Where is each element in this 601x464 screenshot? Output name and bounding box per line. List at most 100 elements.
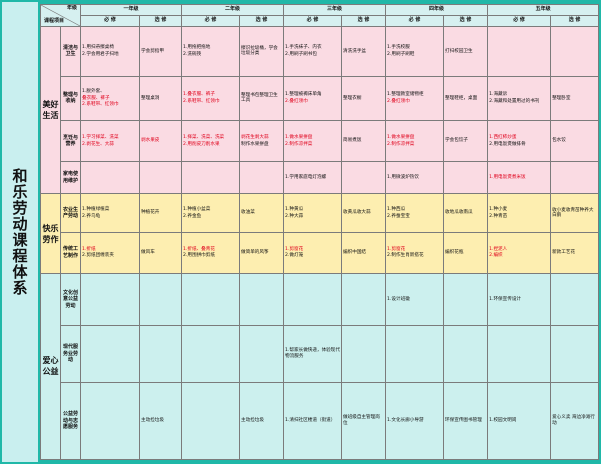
required-cell: 1.种植小盆菜 2.养金鱼 (181, 193, 241, 233)
curriculum-row: 快乐劳作 农业生产劳动 1.种植绿植菜 2.养乌龟 种植花卉 1.种植小盆菜 2.养金鱼 收油… (40, 193, 600, 274)
course-item: 2.养金鱼 (183, 213, 202, 219)
course-item: 1.整理被褥床单角 (285, 92, 322, 98)
curriculum-row: 美好生活 清洁与卫生 1.用扫帚擦桌椅 2.学会用君子扫地 学会剪指甲 1.用拖把拖地 2.… (40, 25, 600, 195)
course-item: 1.手洗校服 (387, 45, 410, 51)
grade-header: 四年级 (385, 4, 489, 16)
required-cell (385, 324, 445, 384)
required-cell: 1.清扫社区楼道（街道） (283, 382, 343, 460)
required-cell: 1.种植绿植菜 2.养乌龟 (80, 193, 140, 233)
elective-cell: 简易煮饭 (341, 120, 387, 163)
course-item: 2.做灯笼 (285, 253, 304, 259)
course-item: 1.脱外套、 (82, 89, 105, 95)
required-cell: 1.叠衣服、裤子 2.系鞋带、红领巾 (181, 75, 241, 122)
document-title: 和乐劳动课程体系 (10, 168, 29, 296)
subcategory-label: 文化创意公益劳动 (60, 272, 81, 326)
subcategory-label: 清洁与卫生 (60, 26, 81, 77)
course-item: 2.系鞋带、红领巾 (82, 102, 119, 108)
course-item: 擦识拉圾桶，学会垃圾分类 (241, 45, 278, 57)
grade-header: 一年级 (79, 4, 183, 16)
course-item: 做风车 (141, 250, 155, 256)
grade-header: 二年级 (181, 4, 285, 16)
curriculum-row: 家电使用维护 1.学用家庭电灯泡螺 1.用微波炉热饮 1.用电饭煲煮米饭 (41, 161, 600, 195)
elective-cell: 编织花瓶 (443, 231, 489, 274)
course-item: 打扫校园卫生 (445, 48, 473, 54)
required-cell: 1.校园文明岗 (487, 382, 552, 460)
required-cell (487, 26, 552, 77)
elective-cell: 环保宣传图书管理 (443, 382, 489, 460)
elective-cell (443, 324, 489, 384)
required-cell: 1.学用家庭电灯泡螺 (283, 161, 343, 195)
elective-header: 选 修 (550, 15, 600, 27)
category-label: 美好生活 (40, 25, 61, 195)
course-item: 2.种青苗 (489, 213, 508, 219)
subcategory-label: 烹饪与营养 (60, 120, 81, 163)
required-cell: 1.种黄瓜 2.种大蒜 (283, 193, 343, 233)
elective-header: 选 修 (341, 15, 387, 27)
elective-cell: 整理卧室 (550, 75, 600, 122)
course-item: 编织花瓶 (445, 250, 464, 256)
required-cell: 1.做水果拼盘 2.制作凉拌菜 (283, 120, 343, 163)
required-cell: 1.环保宣传设计 (487, 272, 552, 326)
required-cell: 1.用扫帚擦桌椅 2.学会用君子扫地 (80, 26, 140, 77)
category-label: 快乐劳作 (40, 193, 61, 274)
required-cell (181, 324, 241, 384)
required-cell: 1.折纸 2.剪纸团缠装夹 (80, 231, 140, 274)
elective-cell: 整理书包整理卫生工具 (239, 75, 285, 122)
elective-cell (341, 272, 387, 326)
course-item: 1.帮家长做快递，体验现代物流服务 (285, 348, 340, 359)
elective-cell: 整理桌洞 (138, 75, 183, 122)
required-cell: 1.海藏诉 2.海藏和处置用过的书刊 (487, 75, 552, 122)
course-item: 1.做水果拼盘 (285, 135, 313, 141)
grade-header: 三年级 (283, 4, 387, 16)
course-item: 剥水果皮 (141, 138, 160, 144)
elective-cell (138, 324, 183, 384)
course-item: 2.养蚕宝宝 (387, 213, 410, 219)
course-item: 1.折纸、叠青花 (183, 246, 215, 252)
required-cell: 1.用拖把拖地 2.洗碗筷 (181, 26, 241, 77)
required-cell (80, 161, 140, 195)
required-cell: 1.择菜、洗菜、洗菜 2.用削皮刀削水果 (181, 120, 241, 163)
required-cell (80, 324, 140, 384)
required-cell: 1.西红柿炒蛋 2.用电饭煲做排骨 (487, 120, 552, 163)
course-item: 2.养乌龟 (82, 213, 101, 219)
course-item: 1.用扫帚擦桌椅 (82, 45, 114, 51)
required-cell (181, 272, 241, 326)
course-item: 1.用拖把拖地 (183, 45, 211, 51)
elective-cell: 清洗洗手盆 (341, 26, 387, 77)
course-item: 学会剪指甲 (141, 48, 164, 54)
course-item: 1.种西瓜 (387, 207, 406, 213)
course-item: 2.编织 (489, 253, 503, 259)
required-cell: 1.做水果拼盘 2.制作凉拌菜 (385, 120, 445, 163)
course-item: 2.剪纸团缠装夹 (82, 253, 114, 259)
course-item: 1.种小麦 (489, 207, 508, 213)
elective-cell (341, 324, 387, 384)
elective-cell: 擦识拉圾桶，学会垃圾分类 (239, 26, 285, 77)
subcategory-label: 现代服务业劳动 (60, 324, 81, 384)
course-item: 剥花生剥大蒜 (241, 135, 269, 141)
column-type-row: 必 修 选 修 必 修 选 修 必 修 选 修 必 修 选 修 必 修 选 修 (41, 15, 600, 27)
course-item: 做班级自主管理岗位 (343, 415, 380, 426)
required-cell (181, 161, 241, 195)
course-item: 2.用刷子刷书包 (285, 51, 317, 57)
course-item: 收黄瓜收大蒜 (343, 210, 371, 216)
elective-cell: 剥花生剥大蒜 制作水果拼盘 (239, 120, 285, 163)
course-item: 收油菜 (241, 210, 255, 216)
course-item: 1.剪窗花 (285, 246, 304, 252)
corner-cell: 年级 课程项目 (40, 4, 81, 27)
elective-cell: 主动捡垃圾 (138, 382, 183, 460)
required-cell (487, 324, 552, 384)
course-item: 2.学会用君子扫地 (82, 51, 119, 57)
elective-cell: 种植花卉 (138, 193, 183, 233)
course-item: 1.手洗袜子、内衣 (285, 45, 322, 51)
course-item: 1.设计班徽 (387, 296, 410, 302)
course-item: 爱心义卖 海边净滩行动 (552, 415, 595, 426)
course-item: 1.环保宣传设计 (489, 296, 522, 302)
elective-cell: 做班级自主管理岗位 (341, 382, 387, 460)
elective-cell: 新款工艺花 (550, 231, 600, 274)
course-item: 2.用刷子刷鞋 (387, 51, 415, 57)
elective-cell: 整理衣橱 (341, 75, 387, 122)
course-item: 2.系鞋带、红领巾 (183, 98, 220, 104)
required-header: 必 修 (283, 15, 343, 27)
elective-header: 选 修 (138, 15, 183, 27)
course-item: 编织中国结 (343, 250, 367, 256)
